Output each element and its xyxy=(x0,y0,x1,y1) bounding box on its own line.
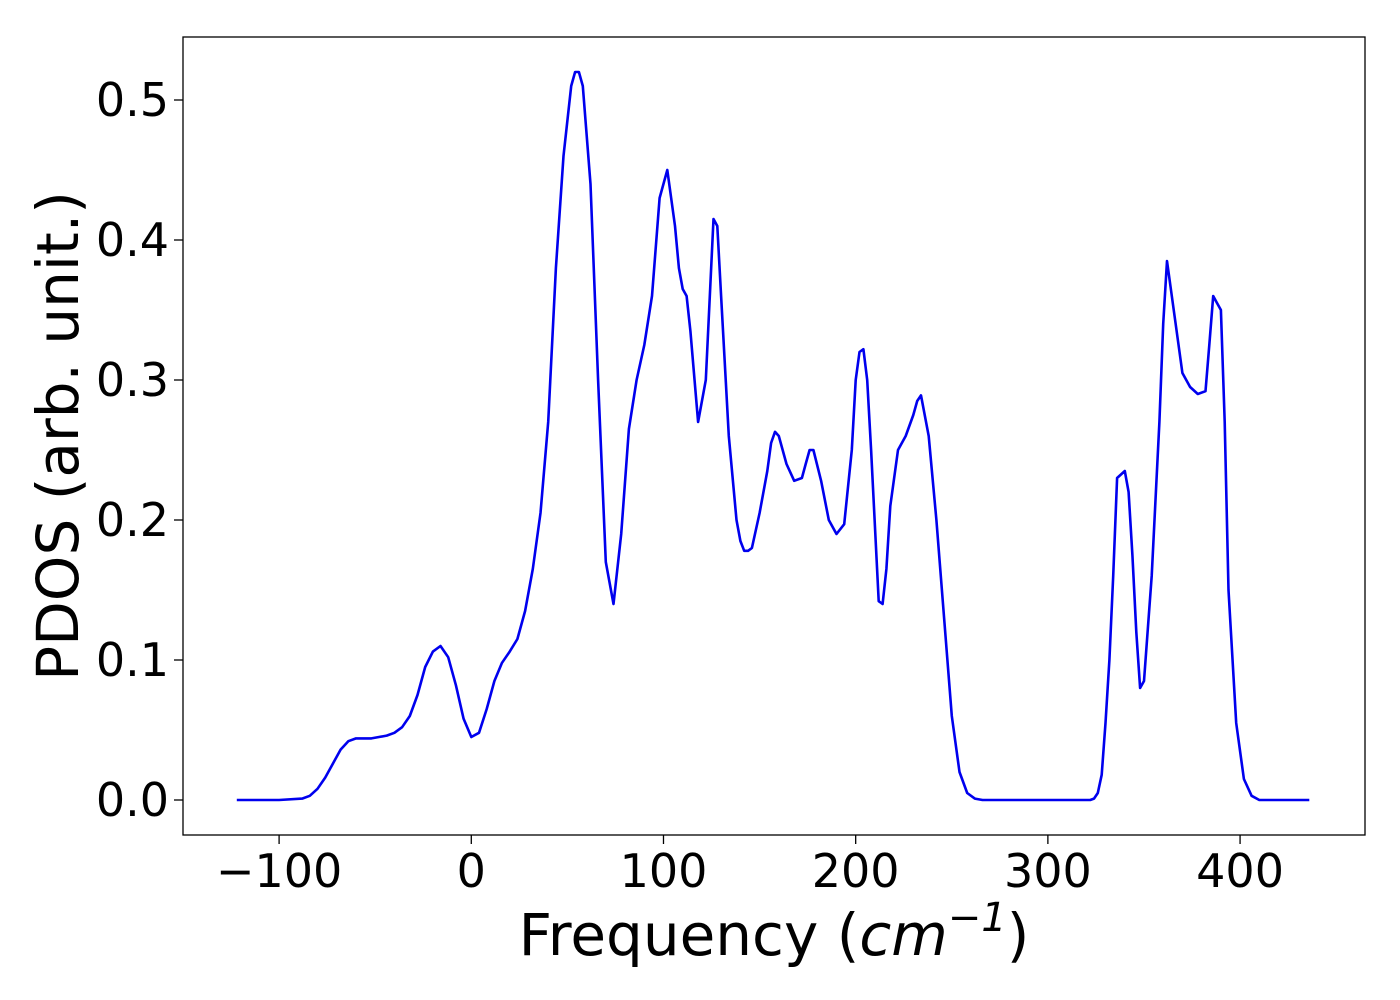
y-axis-label: PDOS (arb. unit.) xyxy=(24,191,92,681)
plot-frame xyxy=(182,36,1366,836)
x-axis-label-unit: cm xyxy=(859,901,947,969)
series-line xyxy=(236,70,1310,802)
x-tick-label: 100 xyxy=(620,844,708,898)
y-tick-label: 0.2 xyxy=(96,493,169,547)
x-tick-label: −100 xyxy=(216,844,342,898)
y-tick-label: 0.4 xyxy=(96,213,169,267)
x-tick-label: 0 xyxy=(457,844,486,898)
x-axis-label-close: ) xyxy=(1007,901,1030,969)
x-tick-label: 300 xyxy=(1004,844,1092,898)
x-tick-marks xyxy=(278,835,1241,844)
x-tick-label: 400 xyxy=(1196,844,1284,898)
y-tick-marks xyxy=(174,99,183,801)
x-tick-label: 200 xyxy=(812,844,900,898)
y-tick-label: 0.1 xyxy=(96,633,169,687)
x-axis-label-text: Frequency ( xyxy=(519,901,860,969)
y-tick-label: 0.5 xyxy=(96,73,169,127)
x-axis-label: Frequency (cm−1) xyxy=(519,895,1030,969)
y-tick-label: 0.3 xyxy=(96,353,169,407)
y-tick-labels: 0.0 0.1 0.2 0.3 0.4 0.5 xyxy=(96,73,169,827)
x-axis-label-exponent: −1 xyxy=(948,895,1007,941)
y-tick-label: 0.0 xyxy=(96,773,169,827)
x-tick-labels: −100 0 100 200 300 400 xyxy=(216,844,1284,898)
